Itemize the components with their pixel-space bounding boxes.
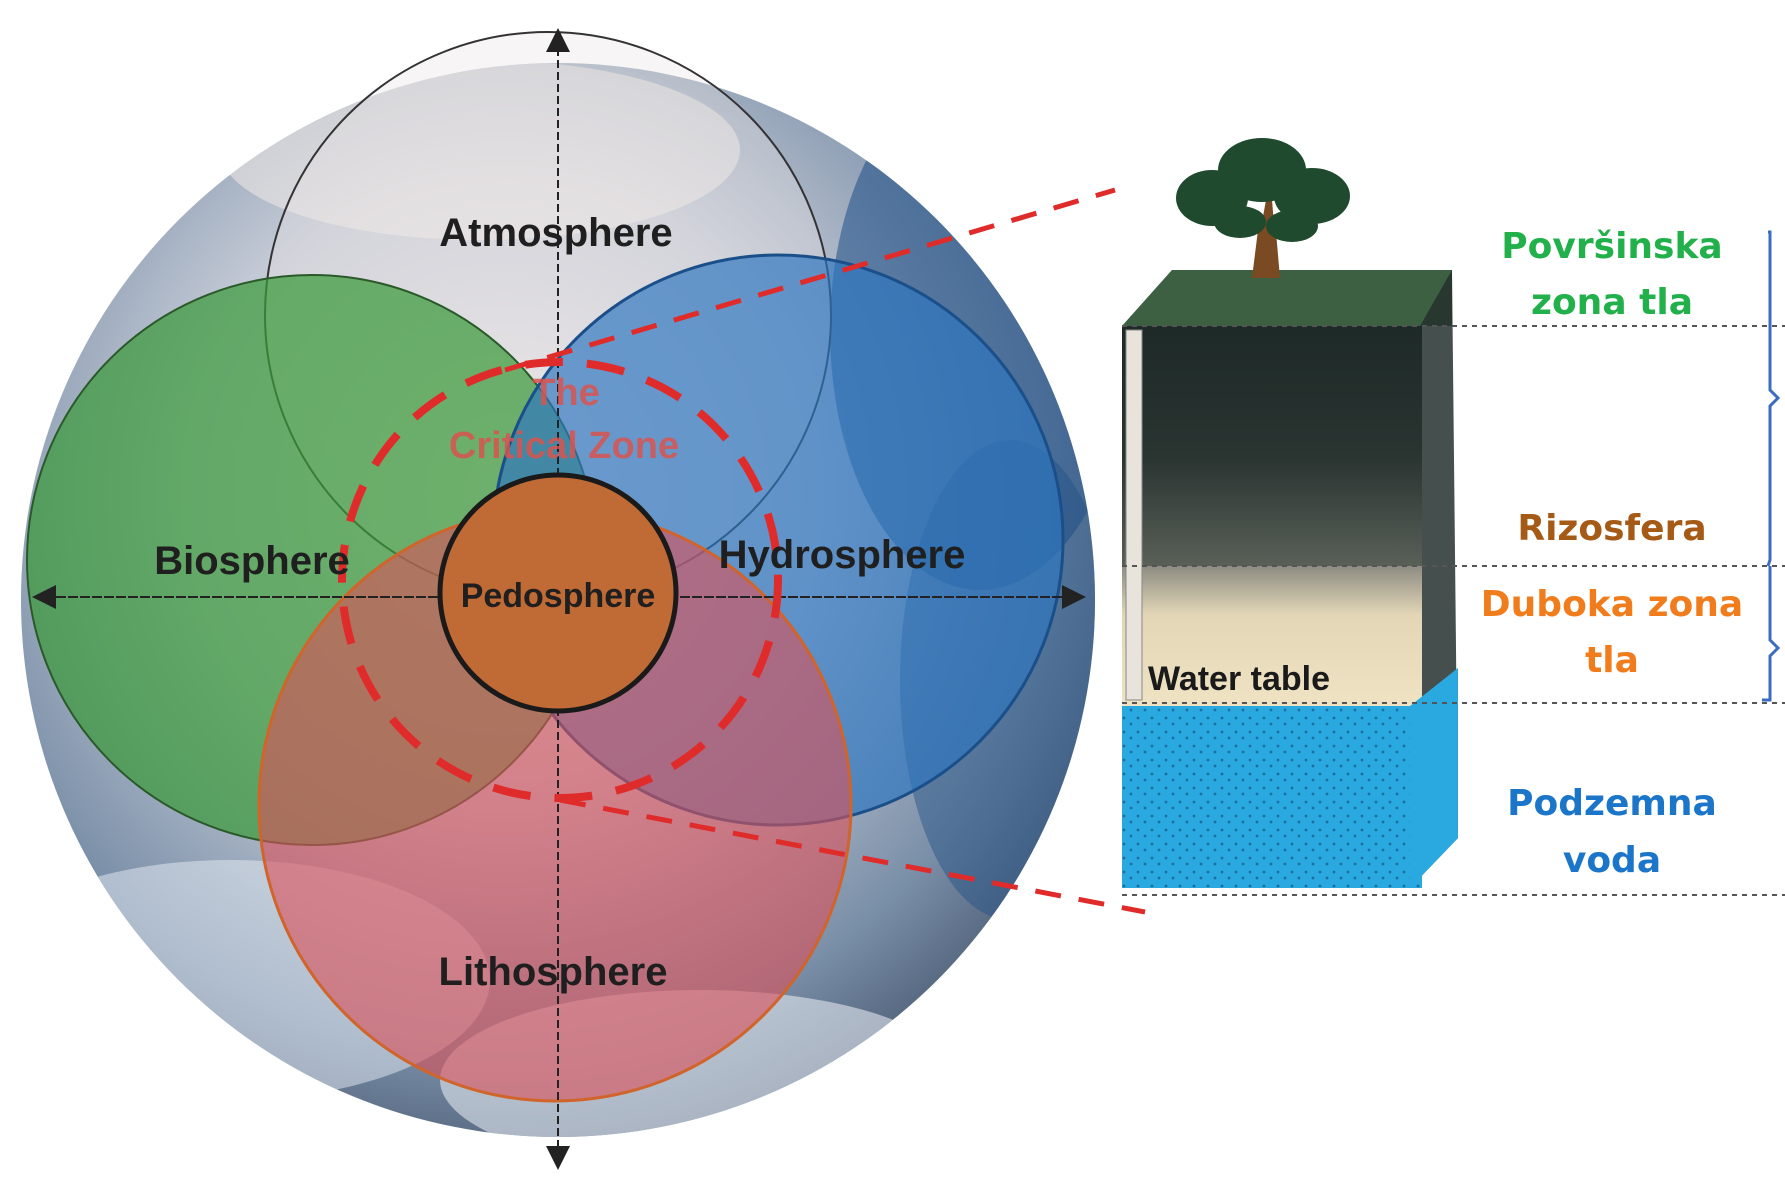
atmosphere-label: Atmosphere: [439, 211, 672, 255]
hydrosphere-label: Hydrosphere: [719, 533, 966, 577]
zone-deep-line1: Duboka zona: [1481, 584, 1743, 625]
zoom-line-top: [504, 187, 1116, 373]
zone-rhizosphere-label: Rizosfera: [1517, 508, 1706, 549]
tree-icon: [1176, 138, 1350, 278]
pedosphere-label: Pedosphere: [461, 577, 656, 615]
critical-zone-label-line2: Critical Zone: [449, 425, 679, 467]
zone-surface-line1: Površinska: [1501, 226, 1722, 267]
groundwater-layer: [1122, 706, 1422, 888]
biosphere-label: Biosphere: [154, 539, 350, 583]
zone-groundwater-line2: voda: [1563, 840, 1661, 881]
lithosphere-label: Lithosphere: [439, 950, 668, 994]
zone-surface-line2: zona tla: [1531, 282, 1693, 323]
zone-bracket: [1762, 230, 1781, 702]
zone-groundwater-line1: Podzemna: [1507, 783, 1717, 824]
critical-zone-label-line1: The: [532, 372, 600, 414]
zone-deep-line2: tla: [1585, 640, 1639, 681]
water-table-label: Water table: [1148, 660, 1330, 698]
topsoil-layer: [1122, 326, 1422, 566]
critical-zone-ring: [338, 358, 782, 802]
soil-column: Water table: [1122, 270, 1458, 888]
pedosphere-circle: [437, 472, 679, 714]
zoom-line-bottom: [559, 797, 1146, 915]
subsoil-layer: [1122, 566, 1422, 706]
